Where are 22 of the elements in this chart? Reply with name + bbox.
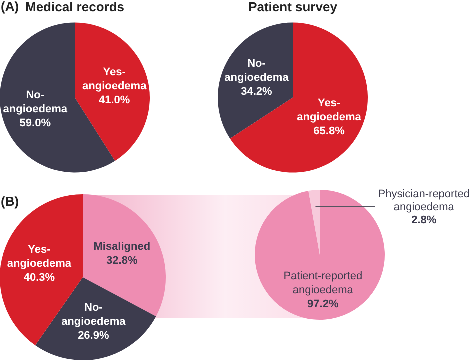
data-label: 32.8% [106,255,138,268]
chart-title: Patient survey [248,0,338,14]
data-label: 26.9% [78,330,110,342]
slice-label: No-angioedema [224,58,290,84]
slice-label: No-angioedema [3,89,68,116]
slice-label: Misaligned [94,241,151,254]
data-label: 34.2% [241,86,273,98]
data-label: 41.0% [99,94,130,106]
data-label: 59.0% [20,117,52,130]
data-label: 40.3% [24,272,56,284]
text: (A) [1,0,20,14]
slice-label: Yes-angioedema [82,66,148,92]
slice-label: Patient-reported angioedema [284,270,363,297]
slice-label: Yes-angioedema [7,244,72,270]
slice-label: Physician-reported angioedema [378,188,470,214]
chart-title: Medical records [26,0,124,14]
data-label: 97.2% [308,298,339,311]
data-label: 2.8% [412,214,437,226]
slice-label: No-angioedema [62,302,127,328]
text: (B) [1,194,20,210]
slice-label: Yes-angioedema [297,97,362,124]
data-label: 65.8% [314,125,346,138]
